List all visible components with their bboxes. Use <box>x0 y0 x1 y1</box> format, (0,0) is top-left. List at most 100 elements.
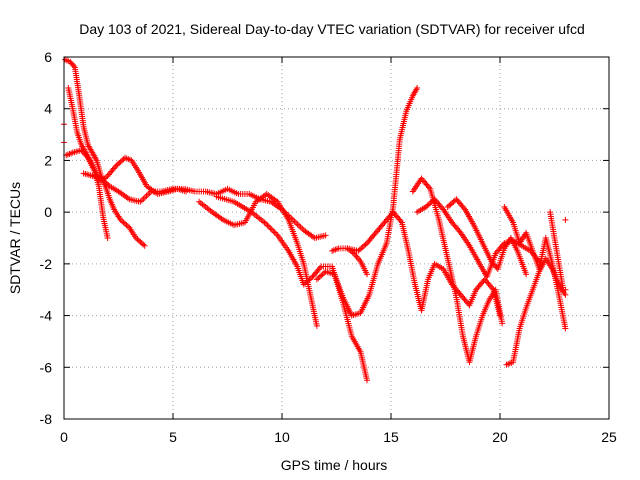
y-tick-label: -2 <box>40 256 53 272</box>
data-point-marker <box>318 272 325 279</box>
data-point-marker <box>499 320 506 327</box>
y-tick-label: -6 <box>40 359 53 375</box>
data-point-marker <box>141 242 148 249</box>
data-point-marker <box>356 246 363 253</box>
data-point-marker <box>137 238 144 245</box>
y-tick-label: 6 <box>44 49 52 65</box>
y-tick-label: -8 <box>40 411 53 427</box>
data-point-marker <box>425 201 432 208</box>
plot-frame <box>63 56 610 420</box>
data-point-marker <box>122 220 129 227</box>
data-point-marker <box>300 281 307 288</box>
data-point-marker <box>103 180 110 187</box>
data-point-marker <box>117 216 124 223</box>
data-point-marker <box>140 241 147 248</box>
data-point-marker <box>313 322 320 329</box>
data-point-marker <box>138 197 145 204</box>
data-point-marker <box>261 219 268 226</box>
x-tick-label: 20 <box>492 429 508 445</box>
y-tick-label: 0 <box>44 204 52 220</box>
data-point-marker <box>143 192 150 199</box>
data-point-marker <box>313 276 320 283</box>
data-point-marker <box>308 275 315 282</box>
data-point-marker <box>145 191 152 198</box>
data-point-marker <box>319 271 326 278</box>
data-point-marker <box>355 247 362 254</box>
data-point-marker <box>100 178 107 185</box>
data-point-marker <box>364 271 371 278</box>
data-point-marker <box>119 157 126 164</box>
data-point-marker <box>119 218 126 225</box>
data-point-marker <box>273 230 280 237</box>
data-point-marker <box>112 164 119 171</box>
data-point-marker <box>352 252 359 259</box>
data-point-marker <box>138 240 145 247</box>
data-point-marker <box>123 222 130 229</box>
data-point-marker <box>424 202 431 209</box>
data-point-marker <box>322 232 329 239</box>
data-point-marker <box>427 200 434 207</box>
data-point-marker <box>364 377 371 384</box>
data-point-marker <box>268 226 275 233</box>
data-point-marker <box>456 228 463 235</box>
data-point-marker <box>450 198 457 205</box>
data-point-marker <box>132 235 139 241</box>
data-point-marker <box>117 158 124 165</box>
data-point-marker <box>124 223 131 230</box>
data-point-marker <box>113 162 120 169</box>
data-point-marker <box>267 225 274 232</box>
x-tick-label: 25 <box>601 429 617 445</box>
data-point-marker <box>264 222 271 229</box>
data-point-marker <box>460 205 467 212</box>
y-tick-label: 4 <box>44 101 52 117</box>
x-tick-label: 5 <box>169 429 177 445</box>
y-axis-label: SDTVAR / TECUs <box>7 182 23 294</box>
data-point-marker <box>134 236 141 243</box>
data-point-marker <box>271 229 278 236</box>
data-point-marker <box>354 255 361 262</box>
data-point-marker <box>263 220 270 227</box>
x-tick-label: 10 <box>274 429 290 445</box>
x-axis-label: GPS time / hours <box>281 457 388 473</box>
data-point-marker <box>98 175 105 182</box>
data-point-marker <box>99 176 106 183</box>
data-point-marker <box>562 216 569 223</box>
data-point-marker <box>562 325 569 332</box>
data-point-marker <box>361 242 368 249</box>
data-point-marker <box>562 286 569 293</box>
data-point-marker <box>114 161 121 168</box>
data-point-marker <box>306 276 313 283</box>
data-point-marker <box>305 277 312 284</box>
data-point-marker <box>303 278 310 285</box>
data-point-marker <box>315 275 322 282</box>
data-point-marker <box>489 285 496 292</box>
data-point-marker <box>120 219 127 226</box>
data-point-marker <box>70 63 77 70</box>
data-point-marker <box>104 235 111 241</box>
data-point-marker <box>297 224 304 231</box>
data-point-marker <box>358 245 365 252</box>
data-point-marker <box>353 253 360 260</box>
data-point-marker <box>439 205 446 212</box>
data-point-marker <box>414 85 421 92</box>
y-tick-label: -4 <box>40 308 53 324</box>
data-point-marker <box>294 221 301 228</box>
data-point-marker <box>425 184 432 191</box>
data-point-marker <box>116 160 123 167</box>
data-point-marker <box>265 223 272 230</box>
data-point-marker <box>293 219 300 226</box>
data-point-marker <box>296 222 303 229</box>
chart-title: Day 103 of 2021, Sidereal Day-to-day VTE… <box>79 21 585 37</box>
data-point-marker <box>428 198 435 205</box>
data-point-marker <box>444 203 451 210</box>
data-point-marker <box>135 237 142 244</box>
data-point-marker <box>316 264 323 271</box>
data-point-marker <box>316 273 323 280</box>
data-point-marker <box>270 228 277 235</box>
data-point-marker <box>446 202 453 209</box>
data-point-marker <box>523 271 530 278</box>
y-tick-label: 2 <box>44 152 52 168</box>
data-point-marker <box>105 181 112 188</box>
data-point-marker <box>302 280 309 287</box>
